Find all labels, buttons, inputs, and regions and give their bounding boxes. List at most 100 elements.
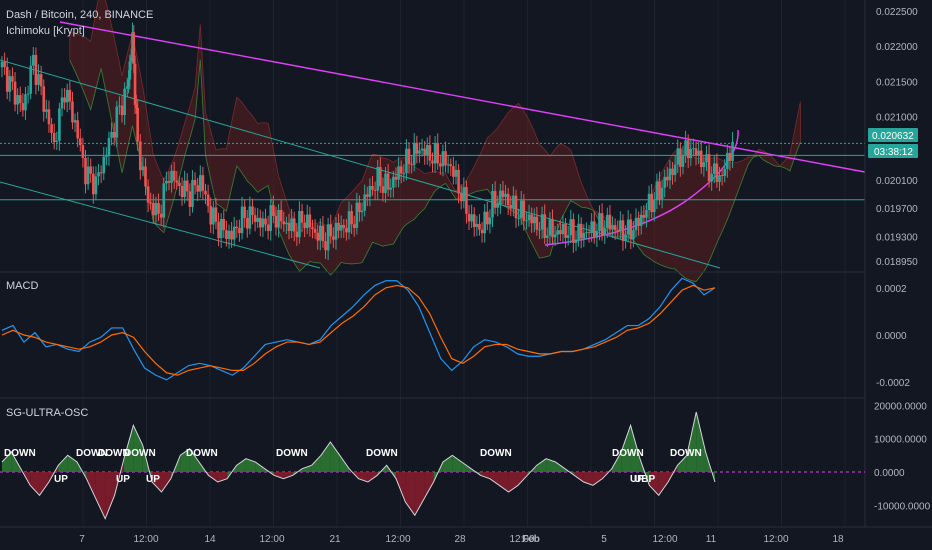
osc-area-segment [489, 472, 500, 486]
candle-body [285, 222, 288, 225]
osc-area-segment [536, 458, 547, 472]
symbol-title[interactable]: Dash / Bitcoin, 240, BINANCE [6, 9, 153, 21]
candle-body [546, 235, 549, 238]
candle-body [535, 216, 539, 230]
price-axis-tick-label: 0.021000 [876, 113, 918, 124]
macd-title[interactable]: MACD [6, 280, 38, 292]
price-axis-tick-label: 0.019700 [876, 204, 918, 215]
candle-body [566, 235, 570, 238]
candle-body [183, 180, 186, 198]
osc-area-segment [668, 465, 678, 482]
candle-body [146, 186, 150, 203]
candle-body [29, 65, 32, 94]
candle-body [410, 163, 413, 165]
osc-area-segment [696, 412, 706, 472]
candle-body [527, 214, 531, 221]
macd-pane[interactable] [1, 277, 716, 381]
osc-area-segment [452, 455, 462, 472]
osc-down-label: DOWN [98, 448, 130, 459]
price-axis[interactable]: 0.022500 0.022000 0.021500 0.021000 0.020100… [876, 7, 918, 268]
candle-body [350, 211, 353, 225]
candles [0, 22, 734, 261]
candle-body [238, 228, 241, 234]
osc-up-label: UP [116, 474, 130, 485]
osc-axis[interactable]: 20000.0000 10000.0000 0.0000 -10000.0000 [874, 401, 931, 512]
osc-axis-tick-label: 0.0000 [874, 468, 905, 479]
candle-body [585, 232, 588, 234]
candle-body [720, 175, 724, 177]
candle-body [295, 231, 299, 238]
candle-body [686, 140, 690, 159]
candle-body [102, 156, 106, 174]
osc-down-label: DOWN [480, 448, 512, 459]
osc-area-segment [77, 462, 87, 479]
osc-area-segment [414, 472, 425, 516]
price-pane[interactable] [0, 0, 866, 283]
time-axis-tick-label: 12:00 [385, 534, 410, 545]
osc-area-segment [396, 472, 406, 502]
osc-area-segment [67, 455, 78, 472]
time-axis-tick-label: 11 [706, 534, 717, 545]
candle-body [431, 160, 434, 164]
candle-body [60, 97, 64, 109]
candle-body [201, 175, 205, 191]
candle-body [666, 176, 669, 181]
candle-body [373, 189, 377, 191]
candle-body [499, 190, 502, 205]
candle-body [590, 221, 593, 234]
candle-body [129, 57, 133, 62]
candle-body [634, 217, 638, 231]
candle-body [24, 94, 27, 111]
osc-area-segment [236, 458, 246, 472]
candle-body [332, 236, 335, 240]
candle-body [277, 209, 280, 228]
osc-up-label: UP [54, 474, 68, 485]
candle-body [71, 101, 74, 123]
candle-body [705, 154, 708, 163]
candle-body [311, 227, 314, 229]
candle-body [313, 228, 317, 233]
candle-body [132, 32, 136, 64]
candle-body [73, 120, 77, 123]
osc-area-segment [30, 472, 40, 496]
candle-body [3, 61, 6, 68]
candle-body [245, 218, 249, 229]
candle-body [723, 168, 727, 176]
candle-body [52, 133, 56, 142]
osc-down-label: DOWN [276, 448, 308, 459]
candle-body [681, 155, 685, 167]
channel-lower-line [0, 181, 321, 269]
candle-body [384, 173, 387, 193]
candle-body [671, 168, 674, 175]
candle-body [159, 213, 163, 218]
candle-body [595, 230, 599, 238]
candle-body [170, 170, 173, 183]
candle-body [465, 187, 468, 214]
candle-body [188, 191, 192, 207]
candle-body [392, 176, 395, 188]
candle-body [512, 195, 515, 209]
candle-body [225, 230, 228, 239]
candle-body [676, 148, 680, 165]
macd-axis[interactable]: 0.0002 0.0000 -0.0002 [876, 284, 910, 389]
osc-title[interactable]: SG-ULTRA-OSC [6, 407, 88, 419]
candle-body [266, 224, 270, 231]
osc-area-segment [677, 455, 687, 472]
trend-line-magenta [59, 21, 866, 173]
candle-body [697, 150, 700, 156]
candle-body [326, 224, 330, 251]
candle-body [731, 141, 734, 161]
candle-body [191, 179, 194, 207]
candle-body [467, 213, 471, 222]
candle-body [123, 88, 126, 116]
indicator-title[interactable]: Ichimoku [Krypt] [6, 25, 85, 37]
candle-body [167, 180, 171, 183]
candle-body [679, 148, 682, 167]
candle-body [556, 230, 560, 235]
candle-body [21, 103, 25, 111]
candle-body [58, 108, 61, 141]
